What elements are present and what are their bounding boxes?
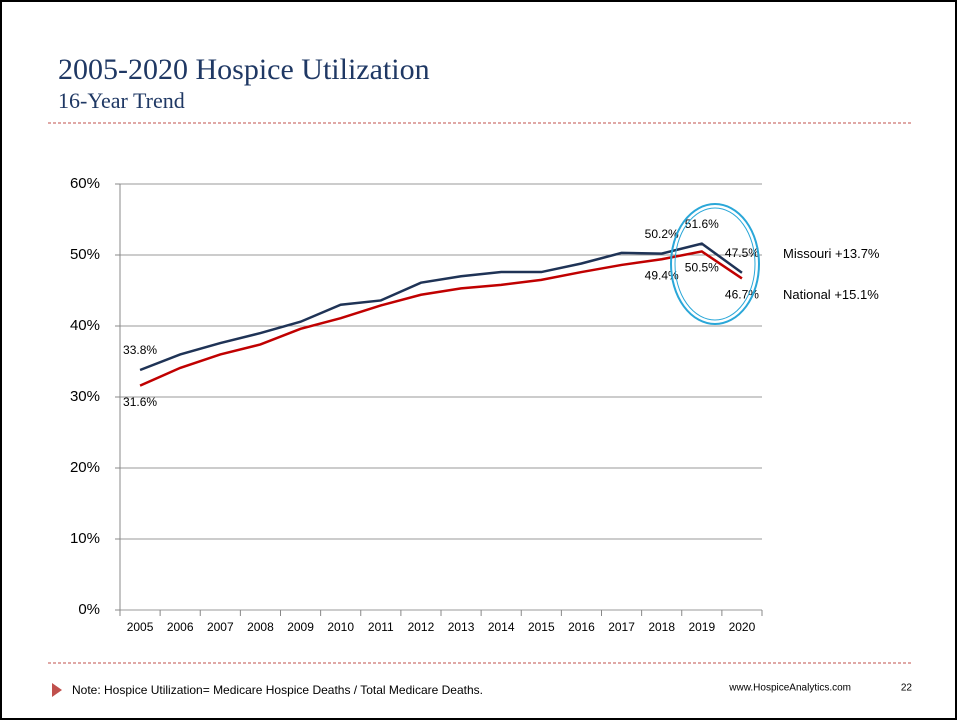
series-name: National <box>783 287 831 302</box>
x-tick-label: 2014 <box>488 620 515 634</box>
x-tick-label: 2015 <box>528 620 555 634</box>
x-tick-label: 2010 <box>327 620 354 634</box>
y-tick-label: 10% <box>70 530 100 547</box>
x-tick-label: 2013 <box>448 620 475 634</box>
data-label: 51.6% <box>685 217 719 231</box>
highlight-circle <box>674 207 756 321</box>
note: Note: Hospice Utilization= Medicare Hosp… <box>72 683 483 697</box>
series-change: +13.7% <box>835 246 880 261</box>
x-tick-label: 2020 <box>729 620 756 634</box>
x-tick-label: 2017 <box>608 620 635 634</box>
x-tick-label: 2009 <box>287 620 314 634</box>
highlight-circle <box>670 203 760 325</box>
plot: 0% 10% 20% 30% 40% 50% 60% 2005 2006 2007 2008 2009… <box>70 175 880 634</box>
series-label: National +15.1% <box>783 287 879 302</box>
data-label: 50.2% <box>645 227 679 241</box>
series-label: Missouri +13.7% <box>783 246 880 261</box>
series-change: +15.1% <box>834 287 879 302</box>
data-label: 47.5% <box>725 246 759 260</box>
x-tick-label: 2007 <box>207 620 234 634</box>
y-tick-label: 30% <box>70 388 100 405</box>
data-label: 31.6% <box>123 395 157 409</box>
x-tick-label: 2019 <box>688 620 715 634</box>
slide-title: 2005-2020 Hospice Utilization <box>58 53 430 86</box>
y-tick-label: 0% <box>78 601 100 618</box>
slide-subtitle: 16-Year Trend <box>58 88 185 113</box>
x-tick-label: 2018 <box>648 620 675 634</box>
data-label: 50.5% <box>685 261 719 275</box>
y-tick-label: 40% <box>70 317 100 334</box>
bullet <box>52 683 62 697</box>
data-label: 33.8% <box>123 343 157 357</box>
x-tick-label: 2016 <box>568 620 595 634</box>
x-tick-label: 2006 <box>167 620 194 634</box>
series-name: Missouri <box>783 246 832 261</box>
y-tick-label: 50% <box>70 246 100 263</box>
y-tick-label: 60% <box>70 175 100 192</box>
series-line <box>139 250 743 387</box>
y-tick-label: 20% <box>70 459 100 476</box>
series-line <box>139 242 743 372</box>
x-tick-label: 2008 <box>247 620 274 634</box>
data-label: 49.4% <box>645 268 679 282</box>
website: www.HospiceAnalytics.com <box>728 683 851 694</box>
page-number: 22 <box>901 683 913 694</box>
x-tick-label: 2011 <box>368 620 394 634</box>
x-tick-label: 2005 <box>127 620 154 634</box>
x-tick-label: 2012 <box>408 620 435 634</box>
